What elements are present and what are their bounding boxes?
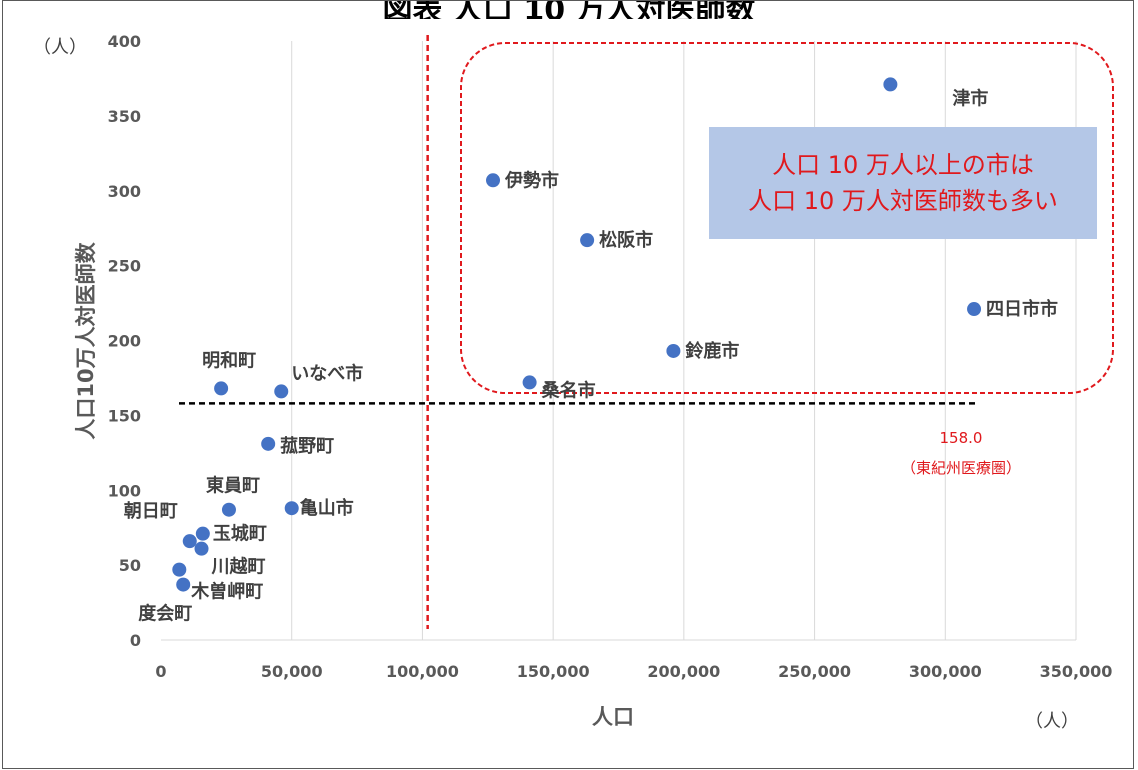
point-label: 朝日町 — [124, 500, 178, 522]
point-label: 川越町 — [211, 556, 266, 578]
point-label: 東員町 — [206, 475, 260, 497]
callout-line-2: 人口 10 万人対医師数も多い — [748, 187, 1058, 215]
grid-lines — [291, 41, 1077, 640]
y-tick-label: 200 — [108, 332, 141, 351]
data-point — [284, 501, 299, 516]
x-axis-title: 人口 — [592, 705, 634, 729]
point-label: いなべ市 — [291, 362, 363, 384]
chart-title: 図表 人口 10 万人対医師数 — [382, 1, 756, 19]
point-label: 度会町 — [138, 603, 192, 625]
point-label: 松阪市 — [599, 229, 653, 251]
data-point — [172, 562, 187, 577]
highlight-region — [460, 42, 1114, 394]
data-point — [967, 302, 982, 317]
reference-sublabel: （東紀州医療圏） — [901, 459, 1021, 477]
point-label: 四日市市 — [986, 298, 1058, 320]
data-point — [883, 77, 898, 92]
reference-lines — [179, 35, 975, 629]
data-point — [580, 233, 595, 248]
point-label: 伊勢市 — [504, 169, 559, 191]
data-point — [261, 436, 276, 451]
x-tick-label: 300,000 — [909, 662, 982, 681]
tick-labels: 0 50,000 100,000 150,000 200,000 250,000 300,0… — [108, 32, 1113, 681]
data-points — [172, 77, 982, 592]
y-tick-label: 350 — [108, 107, 141, 126]
y-tick-label: 300 — [108, 182, 141, 201]
data-point — [194, 541, 209, 556]
y-tick-label: 0 — [130, 631, 141, 650]
data-point — [522, 375, 537, 390]
data-point — [176, 577, 191, 592]
data-point — [666, 343, 681, 358]
x-axis-unit: （人） — [1025, 711, 1079, 732]
y-axis-unit: （人） — [33, 37, 87, 58]
point-label: 明和町 — [202, 350, 256, 371]
data-point — [195, 526, 210, 541]
point-label: 玉城町 — [213, 523, 267, 545]
x-tick-label: 250,000 — [778, 662, 851, 681]
x-tick-label: 0 — [155, 662, 166, 681]
data-point — [182, 534, 197, 549]
reference-value-label: 158.0 — [940, 429, 983, 447]
x-tick-label: 100,000 — [386, 662, 459, 681]
x-tick-label: 200,000 — [647, 662, 720, 681]
point-label: 桑名市 — [542, 379, 596, 401]
y-tick-label: 250 — [108, 257, 141, 276]
point-label: 津市 — [952, 87, 988, 109]
x-tick-label: 350,000 — [1040, 662, 1113, 681]
callout-line-1: 人口 10 万人以上の市は — [772, 151, 1034, 179]
point-label: 亀山市 — [300, 497, 354, 519]
point-label: 鈴鹿市 — [685, 340, 739, 362]
point-label: 菰野町 — [280, 436, 334, 457]
x-tick-label: 50,000 — [261, 662, 323, 681]
chart-title-strip: 図表 人口 10 万人対医師数 — [3, 1, 1135, 19]
data-point — [486, 173, 501, 188]
data-point — [221, 502, 236, 517]
callout-box: 人口 10 万人以上の市は 人口 10 万人対医師数も多い — [709, 127, 1097, 239]
data-point — [214, 381, 229, 396]
point-label: 木曽岬町 — [190, 581, 263, 603]
x-tick-label: 150,000 — [517, 662, 590, 681]
data-point — [274, 384, 289, 399]
y-axis-title: 人口10万人対医師数 — [74, 241, 98, 439]
y-tick-label: 150 — [108, 406, 141, 425]
y-tick-label: 100 — [108, 481, 141, 500]
y-tick-label: 400 — [108, 32, 141, 51]
y-tick-label: 50 — [119, 556, 141, 575]
scatter-chart: 0 50,000 100,000 150,000 200,000 250,000 300,0… — [33, 32, 1114, 732]
